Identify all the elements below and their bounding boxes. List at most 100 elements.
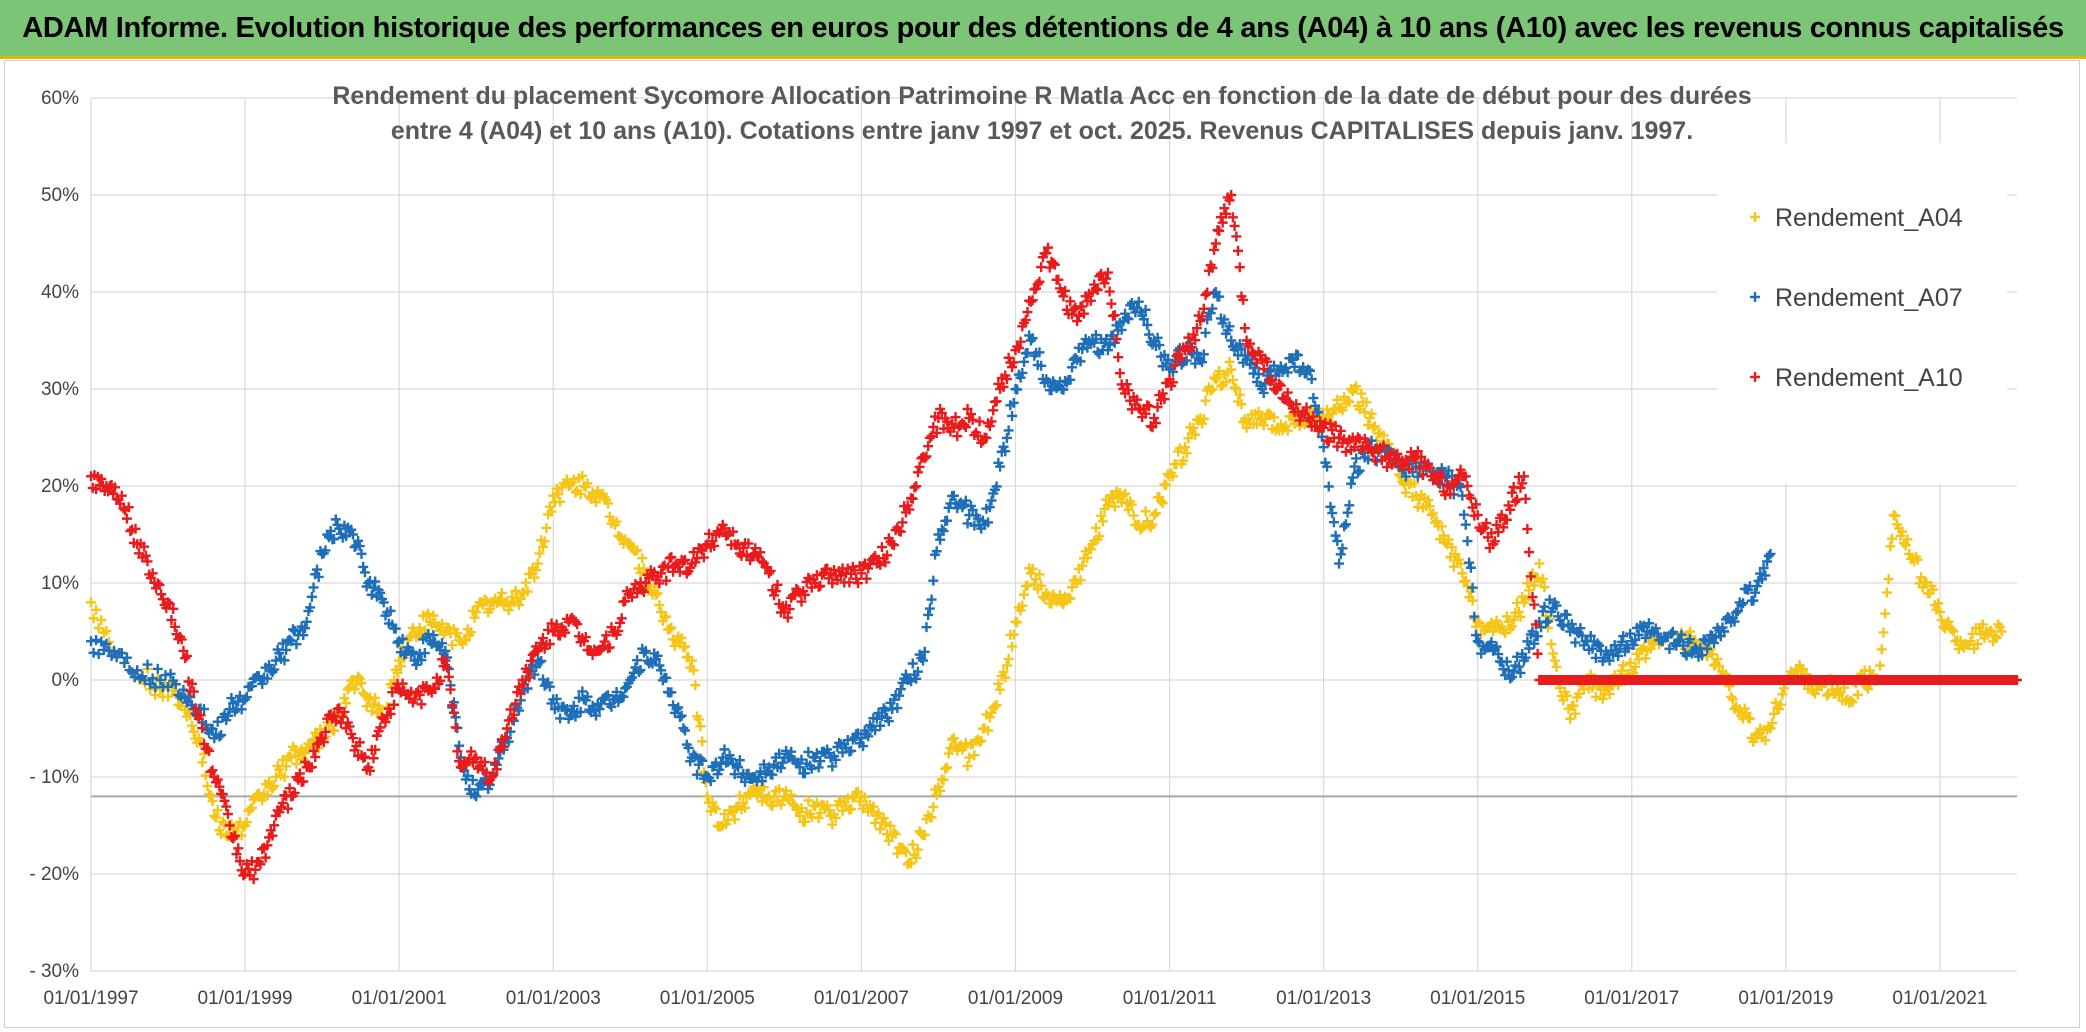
data-point xyxy=(529,572,540,583)
data-point xyxy=(1349,442,1360,453)
data-point xyxy=(132,665,143,676)
data-point xyxy=(738,797,749,808)
data-point xyxy=(697,736,708,747)
data-point xyxy=(1462,581,1473,592)
data-point xyxy=(656,568,667,579)
data-point xyxy=(1226,364,1237,375)
data-point xyxy=(632,655,643,666)
data-point xyxy=(638,563,649,574)
data-point xyxy=(984,421,995,432)
data-point xyxy=(320,545,331,556)
data-point xyxy=(229,830,240,841)
data-point xyxy=(1637,622,1648,633)
data-point xyxy=(1448,561,1459,572)
data-point xyxy=(294,768,305,779)
points-layer xyxy=(86,190,2022,885)
data-point xyxy=(1417,470,1428,481)
data-point xyxy=(1149,413,1160,424)
data-point xyxy=(262,673,273,684)
data-point xyxy=(1104,339,1115,350)
data-point xyxy=(1197,311,1208,322)
data-point xyxy=(888,540,899,551)
data-point xyxy=(688,547,699,558)
data-point xyxy=(168,603,179,614)
data-point xyxy=(1150,508,1161,519)
data-point xyxy=(1897,526,1908,537)
data-point xyxy=(1306,374,1317,385)
data-point xyxy=(544,501,555,512)
data-point xyxy=(286,636,297,647)
data-point xyxy=(368,582,379,593)
data-point xyxy=(729,769,740,780)
data-point xyxy=(286,752,297,763)
data-point xyxy=(591,497,602,508)
data-point xyxy=(796,596,807,607)
data-point xyxy=(1322,435,1333,446)
data-point xyxy=(582,478,593,489)
data-point xyxy=(993,378,1004,389)
data-point xyxy=(674,566,685,577)
data-point xyxy=(228,698,239,709)
data-point xyxy=(548,626,559,637)
data-point xyxy=(1019,589,1030,600)
data-point xyxy=(1428,508,1439,519)
data-point xyxy=(1298,361,1309,372)
data-point xyxy=(1524,585,1535,596)
data-point xyxy=(1845,695,1856,706)
data-point xyxy=(680,554,691,565)
data-point xyxy=(1501,514,1512,525)
data-point xyxy=(358,561,369,572)
data-point xyxy=(1217,217,1228,228)
data-point xyxy=(1000,446,1011,457)
data-point xyxy=(1344,396,1355,407)
data-point xyxy=(452,628,463,639)
data-point xyxy=(116,648,127,659)
data-point xyxy=(1034,569,1045,580)
data-point xyxy=(1763,550,1774,561)
data-point xyxy=(1409,478,1420,489)
data-point xyxy=(960,495,971,506)
data-point xyxy=(1536,622,1547,633)
data-point xyxy=(1316,431,1327,442)
data-point xyxy=(1001,660,1012,671)
data-point xyxy=(1315,416,1326,427)
data-point xyxy=(96,473,107,484)
data-point xyxy=(1022,347,1033,358)
data-point xyxy=(284,634,295,645)
data-point xyxy=(551,693,562,704)
data-point xyxy=(125,526,136,537)
data-point xyxy=(329,534,340,545)
data-point xyxy=(991,396,1002,407)
data-point xyxy=(1065,593,1076,604)
data-point xyxy=(1462,480,1473,491)
data-point xyxy=(270,772,281,782)
data-point xyxy=(219,795,230,806)
data-point xyxy=(1481,518,1492,529)
data-point xyxy=(846,745,857,756)
data-point xyxy=(909,482,920,493)
data-point xyxy=(539,536,550,547)
data-point xyxy=(697,755,708,766)
data-point xyxy=(354,541,365,552)
data-point xyxy=(676,633,687,644)
data-point xyxy=(1231,231,1242,242)
data-point xyxy=(1287,354,1298,365)
data-point xyxy=(947,734,958,745)
data-point xyxy=(928,421,939,432)
data-point xyxy=(197,757,208,768)
data-point xyxy=(1459,509,1470,520)
data-point xyxy=(514,705,524,716)
data-point xyxy=(986,416,997,427)
data-point xyxy=(529,669,540,680)
data-point xyxy=(948,733,959,744)
data-point xyxy=(1330,530,1341,541)
data-point xyxy=(245,804,256,815)
data-point xyxy=(1414,494,1425,505)
data-point xyxy=(815,756,826,767)
data-point xyxy=(1262,356,1273,367)
data-point xyxy=(883,716,894,727)
data-point xyxy=(1140,408,1151,419)
data-point xyxy=(1650,623,1661,634)
data-point xyxy=(575,706,586,717)
data-point xyxy=(119,657,130,668)
